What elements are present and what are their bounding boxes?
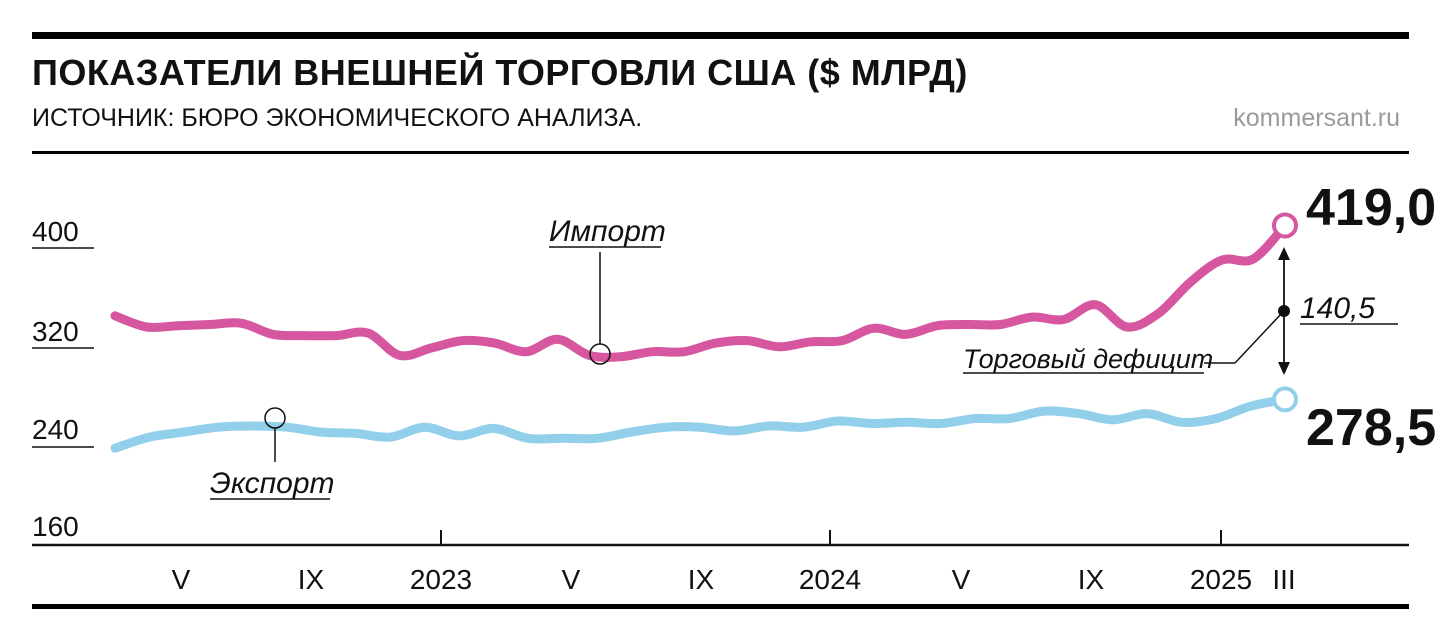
deficit-arrow (1278, 247, 1290, 375)
export-end-marker (1272, 386, 1298, 413)
x-tick-label: III (1272, 564, 1295, 595)
x-tick-label: IX (688, 564, 715, 595)
y-tick-label: 160 (32, 511, 79, 542)
y-tick-label: 400 (32, 216, 79, 247)
import-callout-marker (589, 343, 611, 365)
y-tick-label: 240 (32, 414, 79, 445)
bottom-rule (32, 604, 1409, 609)
top-rule (32, 32, 1409, 39)
export-series-label: Экспорт (210, 467, 335, 500)
x-tick-label: 2025 (1190, 564, 1252, 595)
import-series-label: Импорт (549, 215, 666, 248)
header-rule (32, 151, 1409, 154)
brand-label: kommersant.ru (1233, 104, 1400, 132)
chart-subtitle: ИСТОЧНИК: БЮРО ЭКОНОМИЧЕСКОГО АНАЛИЗА. (32, 104, 643, 132)
x-tick-label: V (562, 564, 581, 595)
deficit-label: Торговый дефицит (963, 344, 1213, 374)
deficit-value: 140,5 (1300, 292, 1375, 325)
x-tick-label: V (952, 564, 971, 595)
y-axis: 400 320 240 160 (32, 216, 94, 542)
import-last-value: 419,0 (1306, 179, 1436, 237)
y-tick-label: 320 (32, 316, 79, 347)
import-end-marker (1272, 212, 1298, 239)
x-tick-label: 2024 (799, 564, 861, 595)
x-tick-label: 2023 (410, 564, 472, 595)
export-last-value: 278,5 (1306, 399, 1436, 457)
x-tick-label: V (172, 564, 191, 595)
import-line (110, 221, 1290, 362)
x-tick-label: IX (1078, 564, 1105, 595)
x-axis: V IX 2023 V IX 2024 V IX 2025 III (172, 530, 1296, 595)
deficit-leader-line (1234, 312, 1283, 364)
chart-title: ПОКАЗАТЕЛИ ВНЕШНЕЙ ТОРГОВЛИ США ($ МЛРД) (32, 52, 968, 93)
x-tick-label: IX (298, 564, 325, 595)
export-line (110, 394, 1290, 453)
